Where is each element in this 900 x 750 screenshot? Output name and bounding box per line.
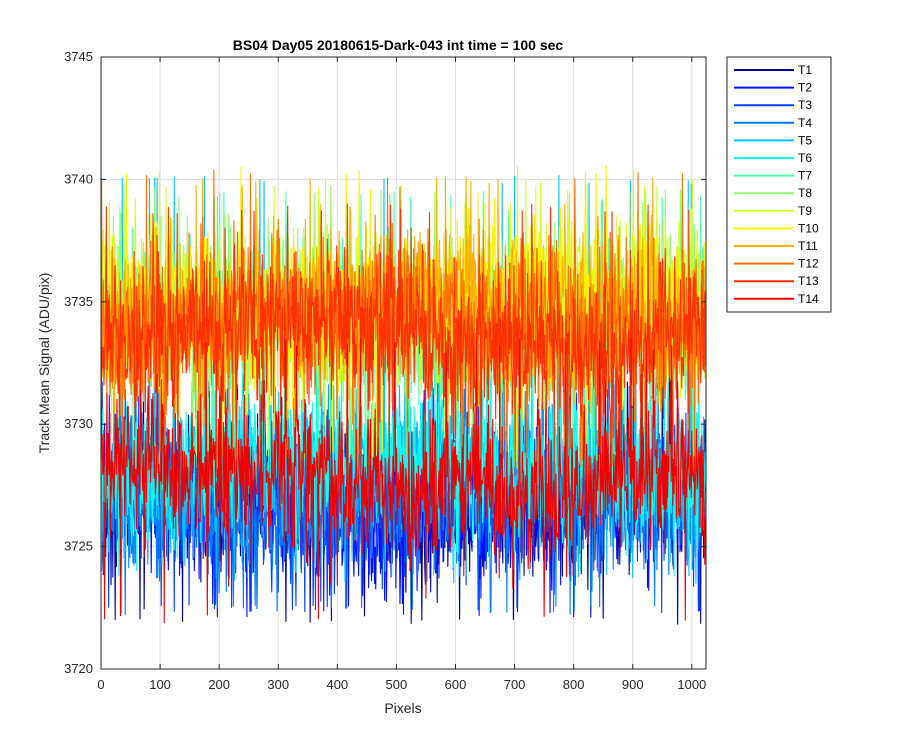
legend-label-t8: T8 — [798, 186, 812, 200]
legend-label-t5: T5 — [798, 133, 812, 147]
y-tick-label: 3725 — [64, 539, 93, 554]
y-tick-label: 3720 — [64, 661, 93, 676]
chart-title: BS04 Day05 20180615-Dark-043 int time = … — [233, 37, 564, 53]
legend-label-t2: T2 — [798, 81, 812, 95]
x-tick-label: 500 — [386, 677, 408, 692]
x-tick-label: 100 — [149, 677, 171, 692]
legend-label-t11: T11 — [798, 239, 818, 253]
legend-label-t6: T6 — [798, 151, 812, 165]
x-tick-label: 0 — [97, 677, 104, 692]
legend-label-t4: T4 — [798, 116, 812, 130]
x-tick-label: 1000 — [677, 677, 706, 692]
x-tick-label: 200 — [208, 677, 230, 692]
y-tick-label: 3730 — [64, 416, 93, 431]
legend-box — [726, 56, 832, 313]
legend-label-t12: T12 — [798, 257, 819, 271]
x-axis-label: Pixels — [384, 700, 421, 716]
x-tick-label: 900 — [622, 677, 644, 692]
legend-label-t3: T3 — [798, 98, 812, 112]
x-tick-label: 300 — [267, 677, 289, 692]
legend-label-t7: T7 — [798, 169, 812, 183]
y-tick-label: 3740 — [64, 171, 93, 186]
legend-label-t1: T1 — [798, 63, 812, 77]
plot-area: 0 100 200 300 400 500 600 700 800 900 1000 3720372… — [64, 49, 707, 692]
legend: T1 T2 T3 T4 T5 T6 T7 T8 T9 T10 T11 T12 T13 T14 — [726, 56, 832, 313]
x-tick-label: 400 — [326, 677, 348, 692]
legend-label-t10: T10 — [798, 221, 819, 235]
axes-box — [100, 56, 707, 670]
y-tick-label: 3735 — [64, 294, 93, 309]
y-axis-label: Track Mean Signal (ADU/pix) — [36, 273, 52, 454]
legend-label-t14: T14 — [798, 292, 819, 306]
x-axis-ticks: 0 100 200 300 400 500 600 700 800 900 1000 — [97, 57, 706, 692]
legend-label-t13: T13 — [798, 274, 819, 288]
x-tick-label: 800 — [563, 677, 585, 692]
series-line-t13 — [101, 203, 707, 486]
series-line-t14 — [101, 337, 707, 624]
x-tick-label: 600 — [445, 677, 467, 692]
legend-label-t9: T9 — [798, 204, 812, 218]
y-tick-label: 3745 — [64, 49, 93, 64]
x-tick-label: 700 — [504, 677, 526, 692]
legend-items: T1 T2 T3 T4 T5 T6 T7 T8 T9 T10 T11 T12 T13 T14 — [734, 63, 819, 306]
y-axis-ticks: 3720 3725 3730 3735 3740 3745 — [64, 49, 706, 676]
series-layer — [101, 165, 707, 625]
